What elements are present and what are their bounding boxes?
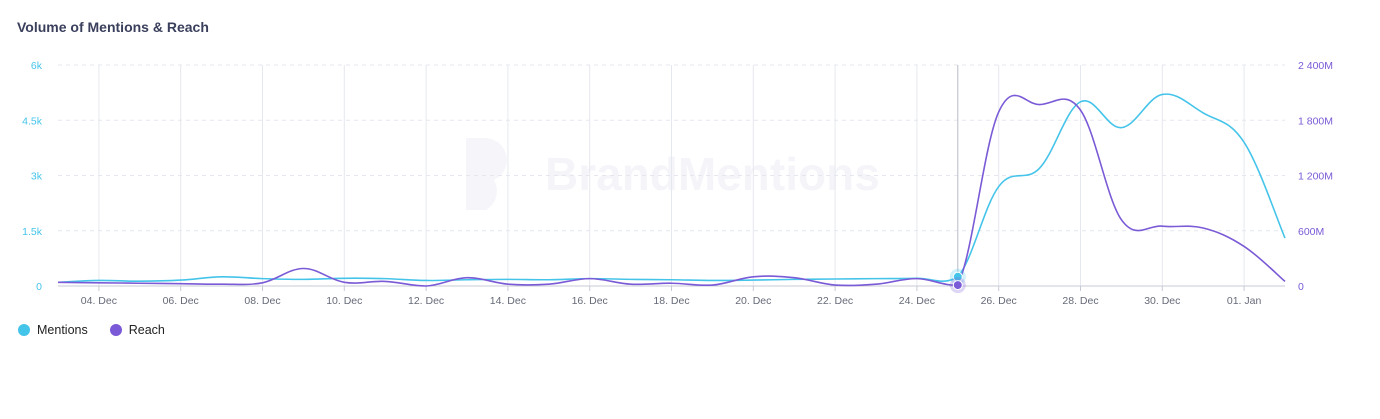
series-line-reach bbox=[57, 94, 1286, 287]
y-right-tick-label: 1 200M bbox=[1298, 171, 1333, 183]
legend-dot-icon bbox=[18, 324, 30, 336]
x-tick-label: 28. Dec bbox=[1062, 295, 1098, 307]
chart-legend: Mentions Reach bbox=[18, 323, 187, 337]
y-right-tick-label: 1 800M bbox=[1298, 115, 1333, 127]
x-tick-label: 20. Dec bbox=[735, 295, 771, 307]
x-tick-label: 12. Dec bbox=[408, 295, 444, 307]
watermark-b-icon bbox=[466, 138, 507, 210]
legend-label-mentions: Mentions bbox=[37, 323, 88, 337]
legend-label-reach: Reach bbox=[128, 323, 165, 337]
x-tick-label: 18. Dec bbox=[653, 295, 689, 307]
y-left-tick-label: 4.5k bbox=[22, 115, 43, 127]
series-line-mentions bbox=[57, 93, 1286, 284]
y-left-tick-label: 1.5k bbox=[22, 226, 43, 238]
x-tick-label: 16. Dec bbox=[572, 295, 608, 307]
x-tick-label: 24. Dec bbox=[899, 295, 935, 307]
y-left-tick-label: 6k bbox=[31, 60, 43, 72]
y-right-tick-label: 2 400M bbox=[1298, 60, 1333, 72]
chart-title: Volume of Mentions & Reach bbox=[17, 19, 209, 35]
x-tick-label: 08. Dec bbox=[244, 295, 280, 307]
watermark-logo: BrandMentions bbox=[466, 138, 880, 210]
x-tick-label: 04. Dec bbox=[81, 295, 117, 307]
x-tick-label: 01. Jan bbox=[1227, 295, 1262, 307]
legend-item-mentions[interactable]: Mentions bbox=[18, 323, 88, 337]
x-tick-label: 06. Dec bbox=[163, 295, 199, 307]
y-right-tick-label: 0 bbox=[1298, 281, 1304, 293]
legend-dot-icon bbox=[109, 324, 122, 336]
highlight-point-reach bbox=[952, 280, 963, 291]
y-left-tick-label: 0 bbox=[36, 281, 42, 293]
watermark-text: BrandMentions bbox=[545, 148, 880, 200]
x-tick-label: 26. Dec bbox=[981, 295, 1017, 307]
legend-item-reach[interactable]: Reach bbox=[109, 323, 165, 337]
x-tick-label: 22. Dec bbox=[817, 295, 853, 307]
y-right-tick-label: 600M bbox=[1298, 226, 1324, 238]
x-tick-label: 10. Dec bbox=[326, 295, 362, 307]
x-tick-label: 14. Dec bbox=[490, 295, 526, 307]
x-tick-label: 30. Dec bbox=[1144, 295, 1180, 307]
y-left-tick-label: 3k bbox=[31, 171, 43, 183]
